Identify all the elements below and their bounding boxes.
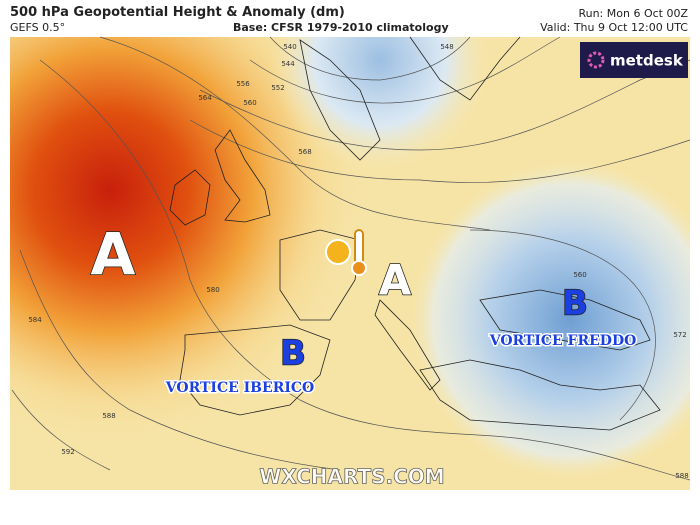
pressure-center: B <box>562 284 588 324</box>
contour-label: 540 <box>283 43 296 51</box>
valid: Valid: Thu 9 Oct 12:00 UTC <box>540 21 688 34</box>
base: Base: CFSR 1979-2010 climatology <box>233 21 449 34</box>
logo-text: metdesk <box>610 52 684 70</box>
contour-label: 548 <box>440 43 453 51</box>
contour-label: 588 <box>675 472 688 480</box>
logo-icon <box>587 51 605 69</box>
contour-label: 560 <box>243 99 256 107</box>
contour-label: 568 <box>298 148 311 156</box>
logo-box <box>580 42 688 78</box>
contour-label: 588 <box>102 412 115 420</box>
annotation: VORTICE FREDDO <box>489 333 637 349</box>
pressure-center: B <box>280 334 306 374</box>
model: GEFS 0.5° <box>10 21 66 34</box>
contour-label: 584 <box>28 316 42 324</box>
run: Run: Mon 6 Oct 00Z <box>578 7 688 20</box>
annotation: VORTICE IBERICO <box>165 380 314 396</box>
pressure-center: A <box>91 220 136 288</box>
pressure-center: A <box>379 256 412 305</box>
title: 500 hPa Geopotential Height & Anomaly (d… <box>10 5 345 20</box>
contour-label: 580 <box>206 286 219 294</box>
cold-anomaly-north <box>10 37 690 490</box>
contour-label: 572 <box>673 331 686 339</box>
contour-label: 560 <box>573 271 586 279</box>
contour-label: 556 <box>236 80 250 88</box>
contours <box>11 36 691 481</box>
contour-label: 544 <box>281 60 295 68</box>
contour-label: 592 <box>61 448 74 456</box>
weather-icon <box>325 229 367 276</box>
watermark: WXCHARTS.COM <box>259 465 444 489</box>
contour-label: 552 <box>271 84 284 92</box>
contour-label: 564 <box>198 94 212 102</box>
coastlines <box>169 36 661 431</box>
